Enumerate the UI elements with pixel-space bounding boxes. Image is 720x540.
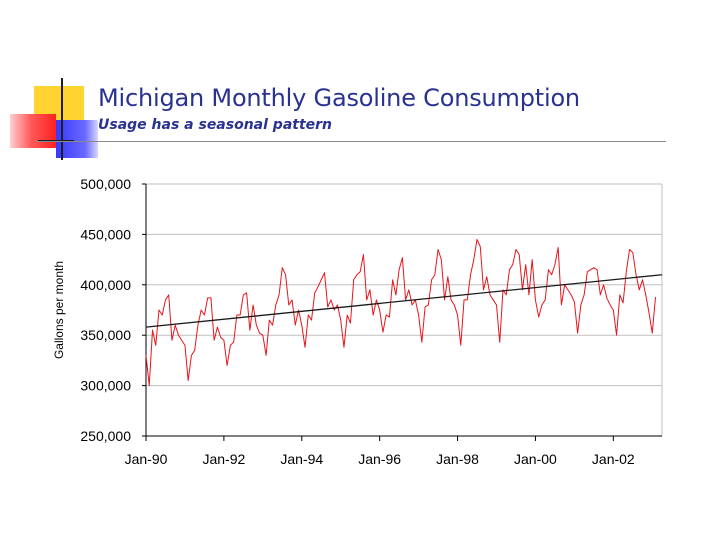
tick-labels: 250,000 300,000 350,000 400,000 450,000 500,0… xyxy=(80,176,635,467)
y-tick-label: 400,000 xyxy=(80,277,131,293)
deco-vertical-line xyxy=(61,78,63,160)
x-tick-label: Jan-98 xyxy=(436,451,479,467)
y-tick-label: 450,000 xyxy=(80,226,131,242)
x-tick-label: Jan-92 xyxy=(202,451,245,467)
slide-subtitle: Usage has a seasonal pattern xyxy=(98,117,333,133)
grid-lines xyxy=(146,183,663,436)
axes xyxy=(142,183,662,441)
y-tick-label: 250,000 xyxy=(80,428,131,444)
deco-blue-square xyxy=(56,120,98,158)
y-tick-label: 500,000 xyxy=(80,176,131,192)
x-tick-label: Jan-02 xyxy=(592,451,635,467)
slide-title: Michigan Monthly Gasoline Consumption xyxy=(98,84,580,112)
x-tick-label: Jan-90 xyxy=(125,451,168,467)
x-tick-label: Jan-96 xyxy=(358,451,401,467)
deco-red-square xyxy=(10,114,56,148)
series-layer xyxy=(145,238,663,387)
y-tick-label: 300,000 xyxy=(80,378,131,394)
y-axis-label: Gallons per month xyxy=(52,261,66,359)
y-tick-label: 350,000 xyxy=(80,327,131,343)
x-tick-label: Jan-94 xyxy=(280,451,323,467)
linear-trend-line xyxy=(145,274,663,328)
x-tick-label: Jan-00 xyxy=(514,451,557,467)
monthly-consumption-line xyxy=(145,238,657,387)
title-divider xyxy=(36,141,666,142)
